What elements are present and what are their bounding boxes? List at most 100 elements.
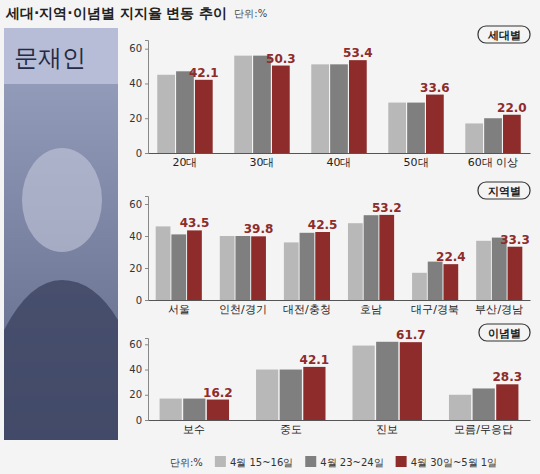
legend-unit: 단위:% xyxy=(170,457,203,468)
data-label: 16.2 xyxy=(203,386,233,400)
x-tick: 30대 xyxy=(249,153,274,169)
y-tick-mark xyxy=(145,118,148,119)
x-tick-label: 보수 xyxy=(183,423,205,436)
y-tick: 20 xyxy=(129,389,148,400)
data-label: 61.7 xyxy=(396,328,426,342)
x-tick-label: 대구/경북 xyxy=(411,303,459,316)
y-tick: 0 xyxy=(136,295,148,306)
background xyxy=(0,0,540,474)
panel: 02040604월 15~16일4월 15~16일4월 15~16일4월 15~… xyxy=(129,26,530,169)
legend-swatch xyxy=(305,456,316,467)
x-tick-label: 중도 xyxy=(280,423,302,436)
y-tick: 0 xyxy=(136,148,148,159)
bar: 4월 30일~5월 1일 xyxy=(443,264,458,300)
panel-title-box xyxy=(478,182,530,199)
y-tick-mark xyxy=(145,300,148,301)
bar: 4월 23~24일 xyxy=(300,233,315,300)
y-tick-mark xyxy=(145,236,148,237)
bar: 4월 23~24일 xyxy=(171,234,186,300)
x-tick: 대구/경북 xyxy=(411,300,459,316)
y-axis-line xyxy=(145,41,149,154)
x-axis: 서울인천/경기대전/충청호남대구/경북부산/경남 xyxy=(149,300,531,316)
bar: 4월 15~16일 xyxy=(156,226,171,300)
y-tick-mark xyxy=(145,344,148,345)
data-label: 50.3 xyxy=(266,52,296,66)
panel-title-text: 이념별 xyxy=(488,327,521,340)
data-labels: 16.2 42.1 61.7 28.3 xyxy=(203,328,522,399)
x-tick: 진보 xyxy=(376,420,398,436)
chart-root: 세대·지역·이념별 지지율 변동 추이단위:%문재인02040604월 15~1… xyxy=(0,0,540,474)
bar: 4월 30일~5월 1일 xyxy=(251,236,266,300)
bar: 4월 30일~5월 1일 xyxy=(379,215,394,300)
bar: 4월 15~16일 xyxy=(160,399,182,420)
x-tick-label: 60대 이상 xyxy=(468,156,518,169)
y-tick-mark xyxy=(145,49,148,50)
y-tick: 20 xyxy=(129,113,148,124)
bar: 4월 30일~5월 1일 xyxy=(195,80,213,153)
unit-label: 단위:% xyxy=(234,8,267,19)
bar: 4월 15~16일 xyxy=(412,273,427,300)
panel-title: 지역별 xyxy=(478,182,530,199)
bar: 4월 23~24일 xyxy=(364,215,379,300)
bar: 4월 23~24일 xyxy=(235,236,250,300)
x-tick-label: 호남 xyxy=(360,303,382,316)
bars: 4월 15~16일4월 15~16일4월 15~16일4월 15~16일4월 1… xyxy=(157,56,521,153)
data-label: 42.1 xyxy=(300,353,330,367)
bar: 4월 15~16일 xyxy=(449,395,471,420)
bar: 4월 23~24일 xyxy=(407,103,425,153)
data-label: 53.4 xyxy=(343,46,373,60)
legend-item: 4월 15~16일 xyxy=(215,456,293,468)
x-axis-line xyxy=(149,420,531,421)
bar: 4월 30일~5월 1일 xyxy=(503,115,521,153)
portrait-head xyxy=(22,148,102,252)
x-axis-line xyxy=(149,300,531,301)
y-tick-mark xyxy=(145,83,148,84)
bar: 4월 23~24일 xyxy=(484,118,502,153)
bar: 4월 23~24일 xyxy=(428,262,443,300)
y-tick-mark xyxy=(145,420,148,421)
bar: 4월 23~24일 xyxy=(176,71,194,153)
y-tick-mark xyxy=(145,204,148,205)
y-tick: 40 xyxy=(129,364,148,375)
bar: 4월 30일~5월 1일 xyxy=(426,95,444,153)
x-tick: 20대 xyxy=(172,153,197,169)
y-tick: 60 xyxy=(129,199,148,210)
bar: 4월 30일~5월 1일 xyxy=(349,60,367,153)
bar: 4월 30일~5월 1일 xyxy=(400,342,422,420)
data-label: 22.0 xyxy=(497,101,527,115)
name-patch xyxy=(4,28,118,84)
portrait-panel xyxy=(4,28,118,440)
y-tick-label: 20 xyxy=(129,263,142,274)
bar: 4월 15~16일 xyxy=(157,75,175,153)
data-label: 33.3 xyxy=(500,233,530,247)
x-axis: 20대30대40대50대60대 이상 xyxy=(149,153,531,169)
y-tick-label: 20 xyxy=(129,389,142,400)
data-label: 42.1 xyxy=(189,66,219,80)
y-axis: 0204060 xyxy=(129,41,148,159)
data-label: 42.5 xyxy=(308,218,338,232)
bar: 4월 15~16일 xyxy=(256,370,278,420)
bar: 4월 23~24일 xyxy=(253,56,271,153)
bar: 4월 23~24일 xyxy=(280,370,302,420)
y-tick-label: 60 xyxy=(129,339,142,350)
bar: 4월 30일~5월 1일 xyxy=(272,66,290,153)
y-tick-label: 0 xyxy=(136,148,142,159)
y-tick-label: 40 xyxy=(129,78,142,89)
bar: 4월 30일~5월 1일 xyxy=(315,232,330,300)
bar: 4월 15~16일 xyxy=(220,236,235,300)
x-tick-label: 30대 xyxy=(249,156,274,169)
x-tick-label: 부산/경남 xyxy=(475,303,523,316)
y-tick-label: 0 xyxy=(136,415,142,426)
y-tick: 20 xyxy=(129,263,148,274)
bar: 4월 15~16일 xyxy=(388,103,406,153)
x-tick-label: 20대 xyxy=(172,156,197,169)
x-tick: 중도 xyxy=(280,420,302,436)
panel-title-text: 세대별 xyxy=(487,29,521,42)
x-tick: 부산/경남 xyxy=(475,300,523,316)
data-labels: 43.539.842.553.222.433.3 xyxy=(180,201,530,264)
data-label: 28.3 xyxy=(493,370,523,384)
bar: 4월 15~16일 xyxy=(311,64,329,153)
x-tick-label: 대전/충청 xyxy=(283,303,331,316)
panel-title-text: 지역별 xyxy=(487,185,521,198)
x-tick: 모름/무응답 xyxy=(454,420,513,436)
